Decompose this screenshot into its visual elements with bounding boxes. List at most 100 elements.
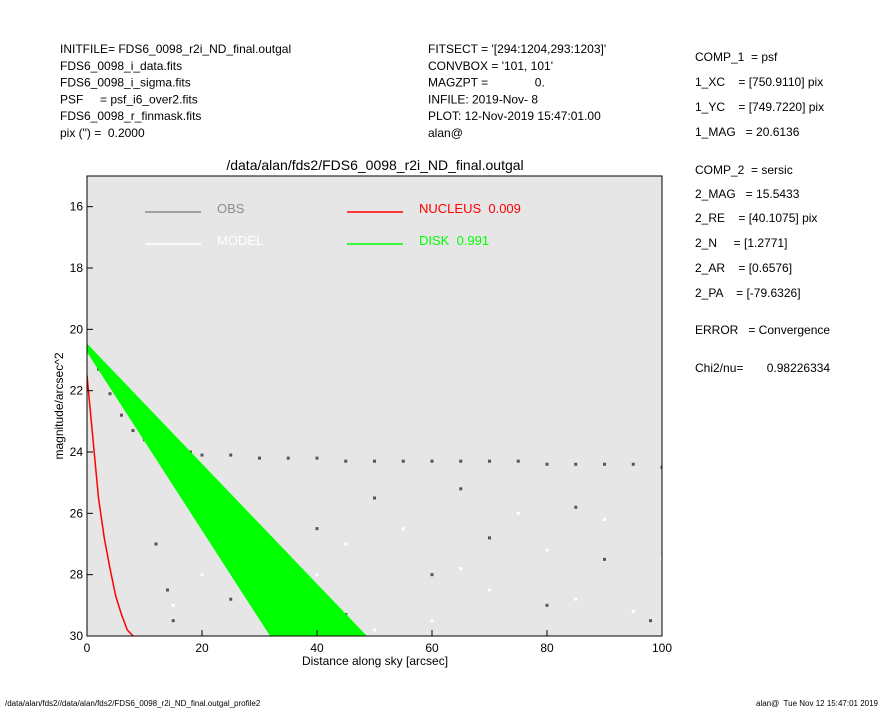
data-point — [603, 517, 606, 521]
header-left-line: pix (") = 0.2000 — [60, 126, 145, 140]
header-middle-line: PLOT: 12-Nov-2019 15:47:01.00 — [428, 109, 601, 123]
data-point — [459, 567, 463, 571]
y-tick-label: 20 — [70, 322, 84, 336]
data-point — [574, 505, 578, 509]
data-point — [488, 459, 491, 463]
legend-label: OBS — [217, 201, 245, 216]
data-point — [603, 557, 606, 561]
plot-frame — [86, 175, 663, 637]
plot-area — [87, 343, 662, 636]
header-right-line: 2_MAG = 15.5433 — [695, 187, 800, 201]
header-right-line: 1_YC = [749.7220] pix — [695, 100, 824, 114]
model-area — [87, 343, 367, 636]
x-tick-label: 0 — [84, 641, 91, 655]
footer-left: /data/alan/fds2//data/alan/fds2/FDS6_009… — [5, 699, 261, 708]
header-right-line: COMP_1 = psf — [695, 50, 778, 64]
header-right-line: Chi2/nu= 0.98226334 — [695, 361, 830, 375]
header-middle-line: alan@ — [428, 126, 463, 140]
data-point — [229, 597, 233, 601]
data-point — [401, 459, 405, 463]
header-left-line: FDS6_0098_r_finmask.fits — [60, 109, 201, 123]
data-point — [171, 619, 175, 623]
data-point — [373, 628, 376, 632]
header-right-line: COMP_2 = sersic — [695, 163, 793, 177]
x-tick-label: 80 — [540, 641, 554, 655]
plot-background — [87, 176, 662, 636]
data-point — [315, 573, 319, 577]
data-point — [430, 459, 434, 463]
header-middle-line: CONVBOX = '101, 101' — [428, 59, 553, 73]
header-right-line: ERROR = Convergence — [695, 323, 830, 337]
header-right-line: 2_AR = [0.6576] — [695, 261, 792, 275]
data-point — [171, 603, 175, 607]
y-tick-label: 22 — [70, 384, 84, 398]
data-point — [108, 392, 112, 396]
data-point — [344, 459, 348, 463]
data-point — [373, 496, 376, 500]
data-point — [344, 542, 348, 546]
data-point — [631, 462, 635, 466]
y-tick-label: 28 — [70, 568, 84, 582]
data-point — [120, 413, 123, 417]
x-tick-label: 60 — [425, 641, 439, 655]
data-point — [516, 511, 520, 515]
data-point — [229, 453, 233, 457]
data-point — [166, 588, 169, 592]
data-point — [286, 456, 290, 460]
header-right-line: 1_MAG = 20.6136 — [695, 125, 800, 139]
header-middle-line: FITSECT = '[294:1204,293:1203]' — [428, 42, 606, 56]
data-point — [459, 459, 463, 463]
data-point — [488, 588, 491, 592]
data-point — [315, 456, 319, 460]
header-left-line: FDS6_0098_i_sigma.fits — [60, 76, 191, 90]
data-point — [373, 459, 376, 463]
data-point — [545, 603, 549, 607]
footer-right: alan@ Tue Nov 12 15:47:01 2019 — [756, 699, 879, 708]
data-point — [574, 597, 578, 601]
y-axis-label: magnitude/arcsec^2 — [52, 352, 66, 459]
data-point — [660, 465, 662, 469]
x-tick-label: 20 — [195, 641, 209, 655]
data-point — [200, 573, 204, 577]
model-line — [87, 375, 134, 636]
data-point — [430, 573, 434, 577]
data-point — [430, 619, 434, 623]
data-point — [545, 462, 549, 466]
data-point — [660, 557, 662, 561]
data-point — [401, 527, 405, 531]
header-left-line: PSF = psf_i6_over2.fits — [60, 92, 198, 106]
y-tick-label: 26 — [70, 506, 84, 520]
data-point — [315, 527, 319, 531]
header-right-line: 1_XC = [750.9110] pix — [695, 75, 823, 89]
header-left-line: INITFILE= FDS6_0098_r2i_ND_final.outgal — [60, 42, 291, 56]
data-point — [258, 456, 261, 460]
y-tick-label: 30 — [70, 629, 84, 643]
legend-label: NUCLEUS 0.009 — [419, 201, 521, 216]
legend-label: MODEL — [217, 233, 263, 248]
data-point — [649, 619, 652, 623]
header-right-line: 2_RE = [40.1075] pix — [695, 211, 817, 225]
data-point — [488, 536, 491, 540]
x-tick-label: 100 — [652, 641, 672, 655]
header-middle-line: INFILE: 2019-Nov- 8 — [428, 92, 538, 106]
header-middle-line: MAGZPT = 0. — [428, 76, 545, 90]
legend-label: DISK 0.991 — [419, 233, 489, 248]
data-point — [459, 487, 463, 491]
data-point — [631, 609, 635, 613]
data-point — [131, 429, 135, 433]
data-point — [200, 453, 204, 457]
data-point — [603, 462, 606, 466]
chart-title: /data/alan/fds2/FDS6_0098_r2i_ND_final.o… — [226, 157, 523, 173]
data-point — [154, 542, 158, 546]
x-tick-label: 40 — [310, 641, 324, 655]
y-tick-label: 16 — [70, 200, 84, 214]
data-point — [545, 548, 549, 552]
y-tick-label: 18 — [70, 261, 84, 275]
data-point — [516, 459, 520, 463]
data-point — [574, 462, 578, 466]
header-left-line: FDS6_0098_i_data.fits — [60, 59, 182, 73]
x-axis-label: Distance along sky [arcsec] — [302, 654, 448, 668]
y-tick-label: 24 — [70, 445, 84, 459]
